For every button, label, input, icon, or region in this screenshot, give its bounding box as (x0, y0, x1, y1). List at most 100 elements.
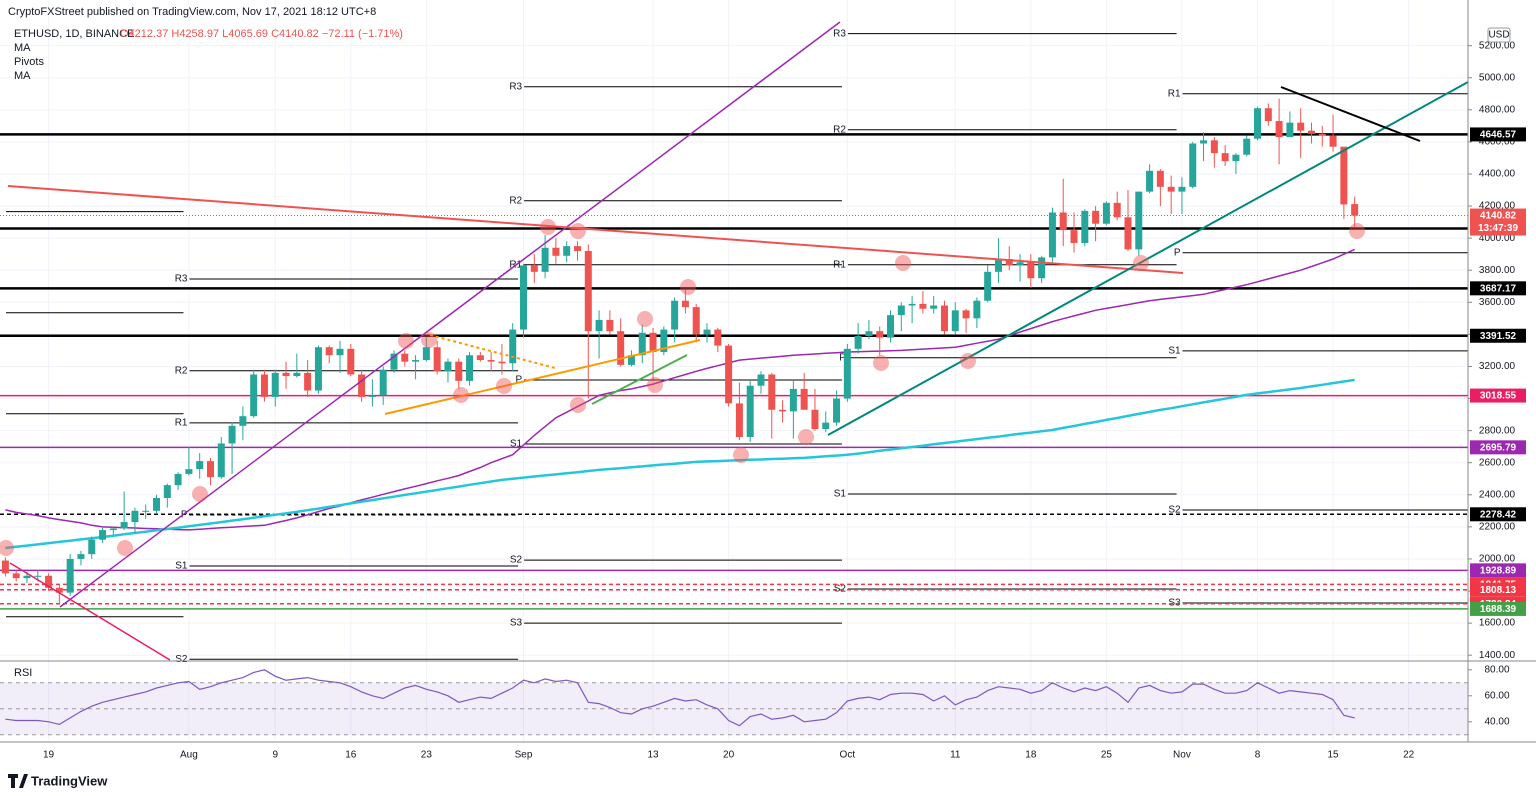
pivot-label: S1 (510, 439, 523, 450)
candle-body (725, 345, 733, 404)
candle-body (746, 385, 754, 438)
candle-body (466, 355, 474, 381)
trend-line (9, 562, 171, 661)
marker (496, 378, 512, 394)
candle-body (455, 361, 463, 381)
marker (733, 447, 749, 463)
candle-body (433, 347, 441, 372)
candle-body (196, 461, 204, 470)
candle-body (34, 575, 42, 577)
ohlc: O4212.37 H4258.97 L4065.69 C4140.82 −72.… (120, 28, 403, 40)
y-tick-label: 2000.00 (1479, 554, 1516, 565)
x-tick-label: Aug (180, 750, 198, 761)
candle-body (1081, 210, 1089, 243)
pivot-label: R3 (833, 28, 846, 39)
level-label: 3391.52 (1480, 331, 1517, 342)
y-tick-label: 3800.00 (1479, 265, 1516, 276)
rsi-tick-label: 40.00 (1484, 716, 1509, 727)
y-tick-label: 4600.00 (1479, 137, 1516, 148)
x-tick-label: 20 (723, 750, 735, 761)
pivot-label: P (181, 510, 188, 521)
trend-line (384, 339, 701, 415)
candle-body (584, 250, 592, 332)
candle-body (1243, 138, 1251, 155)
candle-body (163, 485, 171, 498)
level-label-box (1470, 582, 1526, 597)
marker (798, 429, 814, 445)
pivot-label: R2 (833, 124, 846, 135)
candle-body (412, 360, 420, 362)
candle-body (703, 329, 711, 335)
candle-body (1297, 122, 1305, 131)
pivot-label: R3 (509, 81, 522, 92)
candle-body (919, 303, 927, 309)
level-label: 1928.89 (1480, 565, 1517, 576)
indicator: Pivots (14, 56, 44, 68)
candle-body (45, 575, 53, 588)
candle-body (293, 372, 301, 377)
candle-body (1221, 153, 1229, 162)
candle-body (822, 422, 830, 430)
candle-body (681, 300, 689, 308)
candle-body (908, 303, 916, 306)
candles (0, 98, 1468, 727)
logo-mark (8, 774, 28, 788)
marker (398, 333, 414, 349)
candle-body (552, 247, 560, 256)
pivot-label: S1 (834, 489, 847, 500)
candle-body (563, 246, 571, 256)
candle-body (627, 355, 635, 365)
last-price-label: 4140.82 (1480, 211, 1517, 222)
candle-body (1275, 121, 1283, 138)
candle-body (951, 310, 959, 332)
pivot-label: S1 (1168, 346, 1181, 357)
candle-body (930, 305, 938, 309)
countdown: 13:47:39 (1478, 223, 1518, 234)
candle-body (271, 372, 279, 397)
x-tick-label: 18 (1025, 750, 1037, 761)
marker (680, 279, 696, 295)
pivot-label: S2 (1168, 505, 1181, 516)
candle-body (498, 361, 506, 364)
level-label-box (1470, 281, 1526, 296)
candle-body (228, 425, 236, 444)
candle-body (239, 416, 247, 426)
candle-body (422, 347, 430, 361)
candle-body (1038, 257, 1046, 279)
level-label-box (1470, 440, 1526, 455)
candle-body (185, 469, 193, 474)
candle-body (304, 372, 312, 391)
markers (0, 219, 1365, 556)
symbol: ETHUSD, 1D, BINANCE (14, 28, 134, 40)
candle-body (800, 388, 808, 410)
candle-body (1210, 140, 1218, 154)
candle-body (217, 443, 225, 478)
y-tick-label: 4000.00 (1479, 233, 1516, 244)
candle-body (1, 560, 9, 574)
y-tick-label: 3600.00 (1479, 297, 1516, 308)
candle-body (120, 522, 128, 529)
candle-body (336, 348, 344, 356)
candle-body (1092, 210, 1100, 224)
marker (453, 387, 469, 403)
currency: USD (1488, 30, 1509, 41)
axes: 1400.001600.001800.002000.002200.002400.… (0, 0, 1536, 761)
pivot-label: P (1174, 247, 1181, 258)
candle-body (325, 347, 333, 356)
candle-body (1059, 212, 1067, 231)
candle-body (1005, 258, 1013, 266)
candle-body (66, 558, 74, 593)
candle-body (962, 310, 970, 319)
level-label: 4646.57 (1480, 130, 1517, 141)
candle-body (541, 247, 549, 272)
candle-body (1200, 140, 1208, 144)
candle-body (714, 329, 722, 346)
marker (895, 255, 911, 271)
candle-body (649, 332, 657, 353)
x-tick-label: 11 (950, 750, 961, 761)
pivot-label: P (839, 352, 846, 363)
y-tick-label: 5000.00 (1479, 72, 1516, 83)
level-label: 2278.42 (1480, 509, 1517, 520)
rsi-line (5, 669, 1355, 727)
